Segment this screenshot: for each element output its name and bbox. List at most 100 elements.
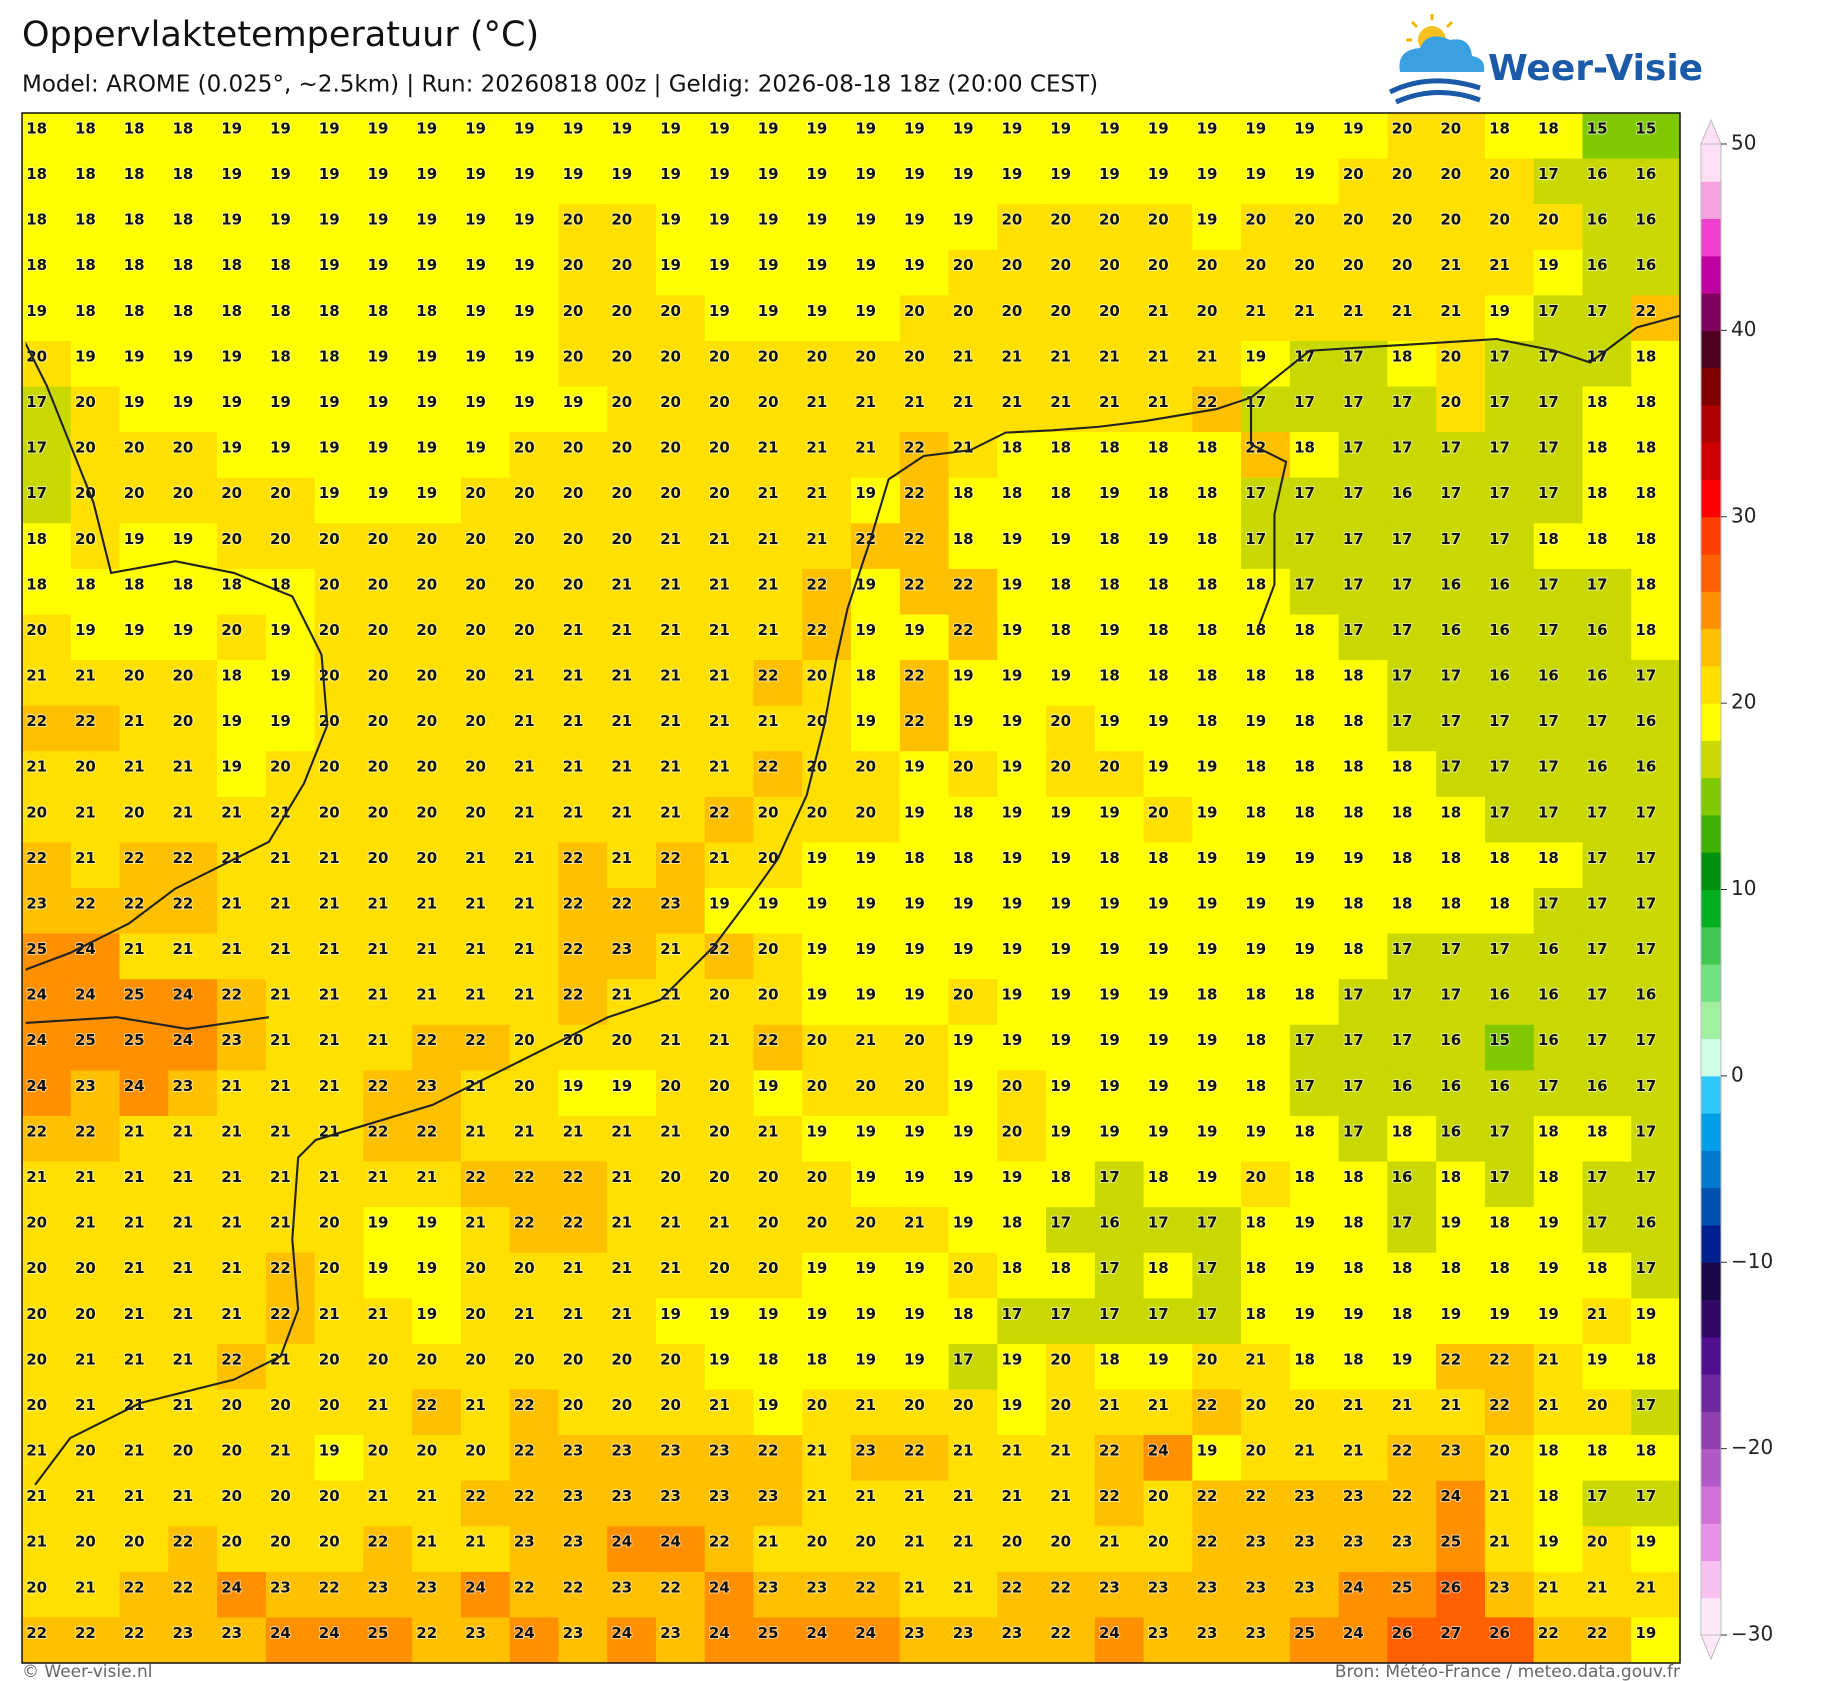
temperature-cell bbox=[22, 432, 72, 479]
temperature-cell bbox=[1533, 295, 1584, 342]
temperature-label: 22 bbox=[368, 1533, 389, 1551]
temperature-label: 20 bbox=[319, 1396, 340, 1414]
temperature-label: 20 bbox=[416, 758, 437, 776]
temperature-label: 19 bbox=[1440, 1305, 1461, 1323]
temperature-label: 19 bbox=[1001, 758, 1022, 776]
temperature-label: 19 bbox=[855, 621, 876, 639]
temperature-label: 19 bbox=[465, 347, 486, 365]
temperature-label: 20 bbox=[26, 1259, 47, 1277]
temperature-cell bbox=[314, 523, 364, 570]
temperature-label: 20 bbox=[1538, 211, 1559, 229]
temperature-label: 19 bbox=[416, 1259, 437, 1277]
temperature-cell bbox=[217, 249, 267, 296]
temperature-label: 20 bbox=[806, 347, 827, 365]
temperature-label: 17 bbox=[1538, 894, 1559, 912]
temperature-cell bbox=[899, 295, 950, 342]
colorbar-tick-label: 30 bbox=[1731, 503, 1756, 527]
temperature-label: 20 bbox=[319, 1214, 340, 1232]
temperature-label: 20 bbox=[416, 803, 437, 821]
temperature-label: 19 bbox=[1197, 894, 1218, 912]
temperature-label: 21 bbox=[806, 530, 827, 548]
temperature-label: 17 bbox=[1538, 621, 1559, 639]
temperature-label: 17 bbox=[1635, 1168, 1656, 1186]
temperature-cell bbox=[363, 249, 413, 296]
temperature-label: 20 bbox=[611, 1031, 632, 1049]
temperature-label: 19 bbox=[806, 119, 827, 137]
temperature-cell bbox=[1387, 888, 1437, 935]
temperature-label: 21 bbox=[709, 621, 730, 639]
temperature-label: 20 bbox=[1050, 302, 1071, 320]
temperature-label: 24 bbox=[1343, 1624, 1364, 1642]
temperature-label: 21 bbox=[855, 393, 876, 411]
temperature-cell bbox=[363, 796, 413, 844]
temperature-label: 24 bbox=[172, 986, 193, 1004]
temperature-label: 23 bbox=[611, 1578, 632, 1596]
temperature-label: 23 bbox=[660, 1624, 681, 1642]
temperature-label: 19 bbox=[904, 986, 925, 1004]
temperature-cell bbox=[1338, 614, 1389, 661]
temperature-label: 17 bbox=[1050, 1214, 1071, 1232]
colorbar-segment bbox=[1701, 628, 1721, 667]
temperature-label: 20 bbox=[514, 1259, 535, 1277]
temperature-label: 21 bbox=[75, 1578, 96, 1596]
colorbar-tick-label: 10 bbox=[1731, 876, 1756, 900]
temperature-label: 17 bbox=[1099, 1259, 1120, 1277]
temperature-cell bbox=[265, 614, 316, 661]
temperature-label: 19 bbox=[221, 119, 242, 137]
temperature-cell bbox=[1338, 660, 1389, 707]
temperature-label: 19 bbox=[855, 484, 876, 502]
temperature-label: 18 bbox=[758, 1350, 779, 1368]
temperature-label: 22 bbox=[1587, 1624, 1608, 1642]
temperature-label: 21 bbox=[1392, 302, 1413, 320]
temperature-label: 18 bbox=[953, 484, 974, 502]
temperature-cell bbox=[851, 796, 901, 844]
temperature-label: 19 bbox=[1392, 1350, 1413, 1368]
temperature-label: 21 bbox=[221, 940, 242, 958]
temperature-cell bbox=[1192, 113, 1242, 160]
temperature-label: 20 bbox=[758, 393, 779, 411]
logo-waves bbox=[1388, 78, 1481, 105]
temperature-label: 21 bbox=[75, 1214, 96, 1232]
temperature-label: 21 bbox=[709, 758, 730, 776]
temperature-label: 19 bbox=[368, 119, 389, 137]
temperature-label: 17 bbox=[1587, 1168, 1608, 1186]
temperature-label: 21 bbox=[172, 1305, 193, 1323]
temperature-cell bbox=[1289, 842, 1340, 889]
temperature-label: 17 bbox=[1392, 575, 1413, 593]
temperature-label: 19 bbox=[221, 347, 242, 365]
temperature-cell bbox=[22, 614, 72, 661]
temperature-label: 18 bbox=[124, 119, 145, 137]
temperature-label: 19 bbox=[904, 621, 925, 639]
temperature-label: 24 bbox=[1440, 1487, 1461, 1505]
temperature-cell bbox=[1533, 796, 1584, 844]
temperature-label: 20 bbox=[806, 1077, 827, 1095]
temperature-cell bbox=[802, 386, 852, 433]
temperature-label: 20 bbox=[563, 530, 584, 548]
temperature-label: 18 bbox=[1538, 1122, 1559, 1140]
temperature-label: 18 bbox=[1538, 530, 1559, 548]
temperature-cell bbox=[1436, 158, 1486, 205]
temperature-label: 16 bbox=[1392, 484, 1413, 502]
temperature-cell bbox=[1533, 113, 1584, 160]
temperature-cell bbox=[753, 568, 803, 616]
temperature-label: 20 bbox=[172, 712, 193, 730]
temperature-label: 20 bbox=[1587, 1396, 1608, 1414]
temperature-cell bbox=[851, 888, 901, 935]
temperature-label: 17 bbox=[1538, 803, 1559, 821]
temperature-label: 21 bbox=[319, 1077, 340, 1095]
temperature-cell bbox=[119, 113, 169, 160]
temperature-label: 22 bbox=[563, 1168, 584, 1186]
temperature-label: 20 bbox=[1489, 165, 1510, 183]
temperature-label: 19 bbox=[1001, 530, 1022, 548]
temperature-cell bbox=[265, 477, 316, 524]
temperature-label: 19 bbox=[1050, 1077, 1071, 1095]
temperature-cell bbox=[1241, 249, 1291, 296]
temperature-label: 22 bbox=[709, 1533, 730, 1551]
temperature-label: 20 bbox=[855, 1077, 876, 1095]
temperature-cell bbox=[70, 340, 121, 388]
temperature-cell bbox=[22, 249, 72, 296]
temperature-label: 20 bbox=[319, 1259, 340, 1277]
temperature-cell bbox=[655, 249, 706, 296]
temperature-cell bbox=[363, 568, 413, 616]
temperature-label: 21 bbox=[1294, 302, 1315, 320]
